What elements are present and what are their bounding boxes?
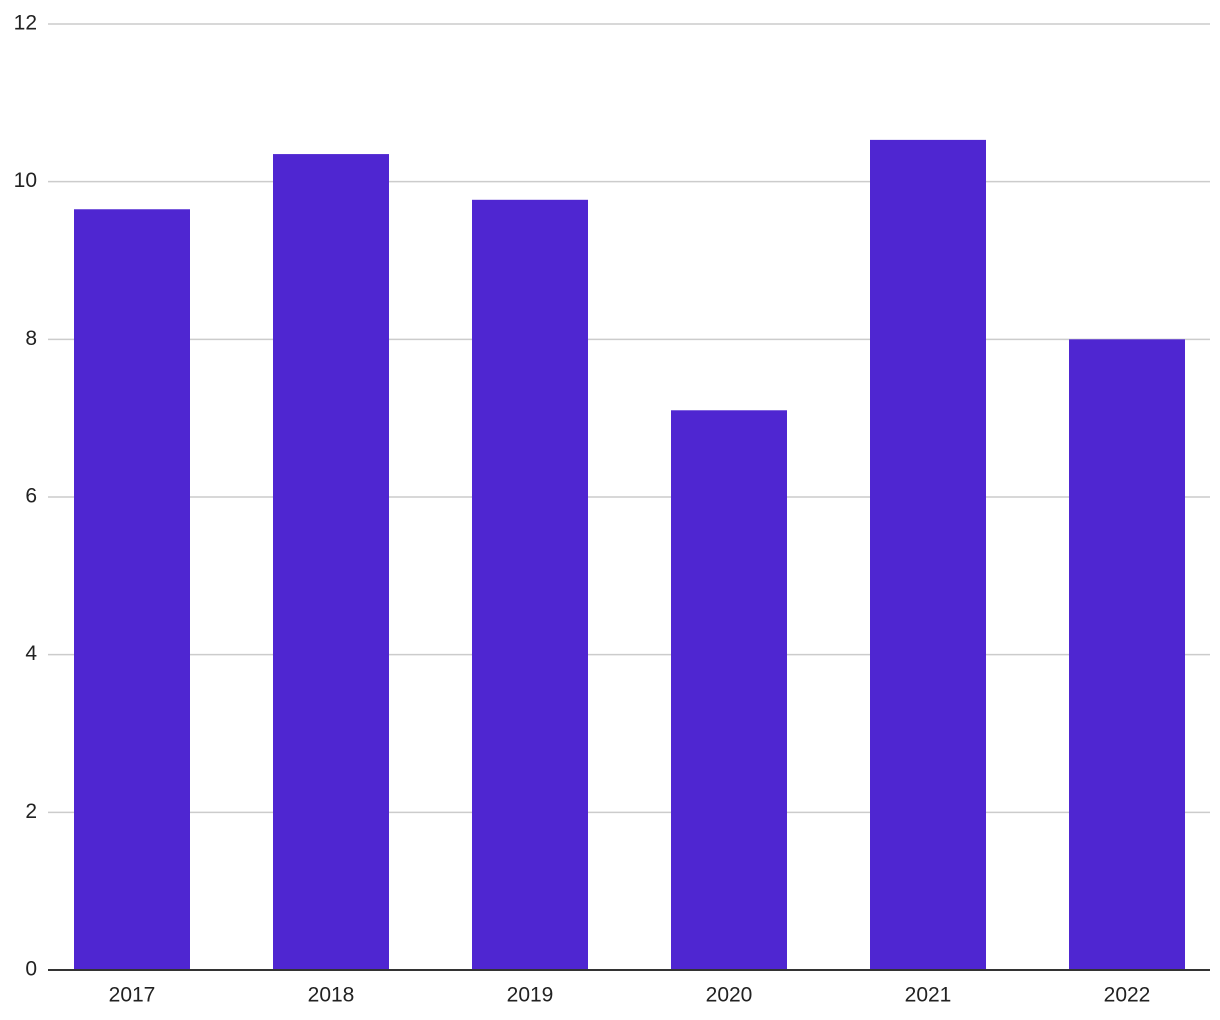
bar bbox=[870, 139, 986, 970]
y-tick-label: 4 bbox=[25, 642, 37, 665]
x-tick-label: 2020 bbox=[706, 984, 753, 1007]
y-tick-label: 6 bbox=[25, 485, 37, 508]
x-tick-label: 2022 bbox=[1104, 984, 1151, 1007]
y-tick-label: 12 bbox=[14, 12, 37, 35]
bar bbox=[273, 154, 389, 970]
bar bbox=[74, 209, 190, 971]
y-tick-label: 2 bbox=[25, 800, 37, 823]
y-tick-label: 8 bbox=[25, 327, 37, 350]
bar bbox=[671, 410, 787, 970]
bar bbox=[1069, 339, 1185, 970]
y-tick-label: 10 bbox=[14, 169, 37, 192]
bar bbox=[472, 199, 588, 970]
x-tick-label: 2017 bbox=[109, 984, 156, 1007]
x-tick-label: 2021 bbox=[905, 984, 952, 1007]
y-tick-label: 0 bbox=[25, 958, 37, 981]
x-tick-label: 2019 bbox=[507, 984, 554, 1007]
x-tick-label: 2018 bbox=[308, 984, 355, 1007]
